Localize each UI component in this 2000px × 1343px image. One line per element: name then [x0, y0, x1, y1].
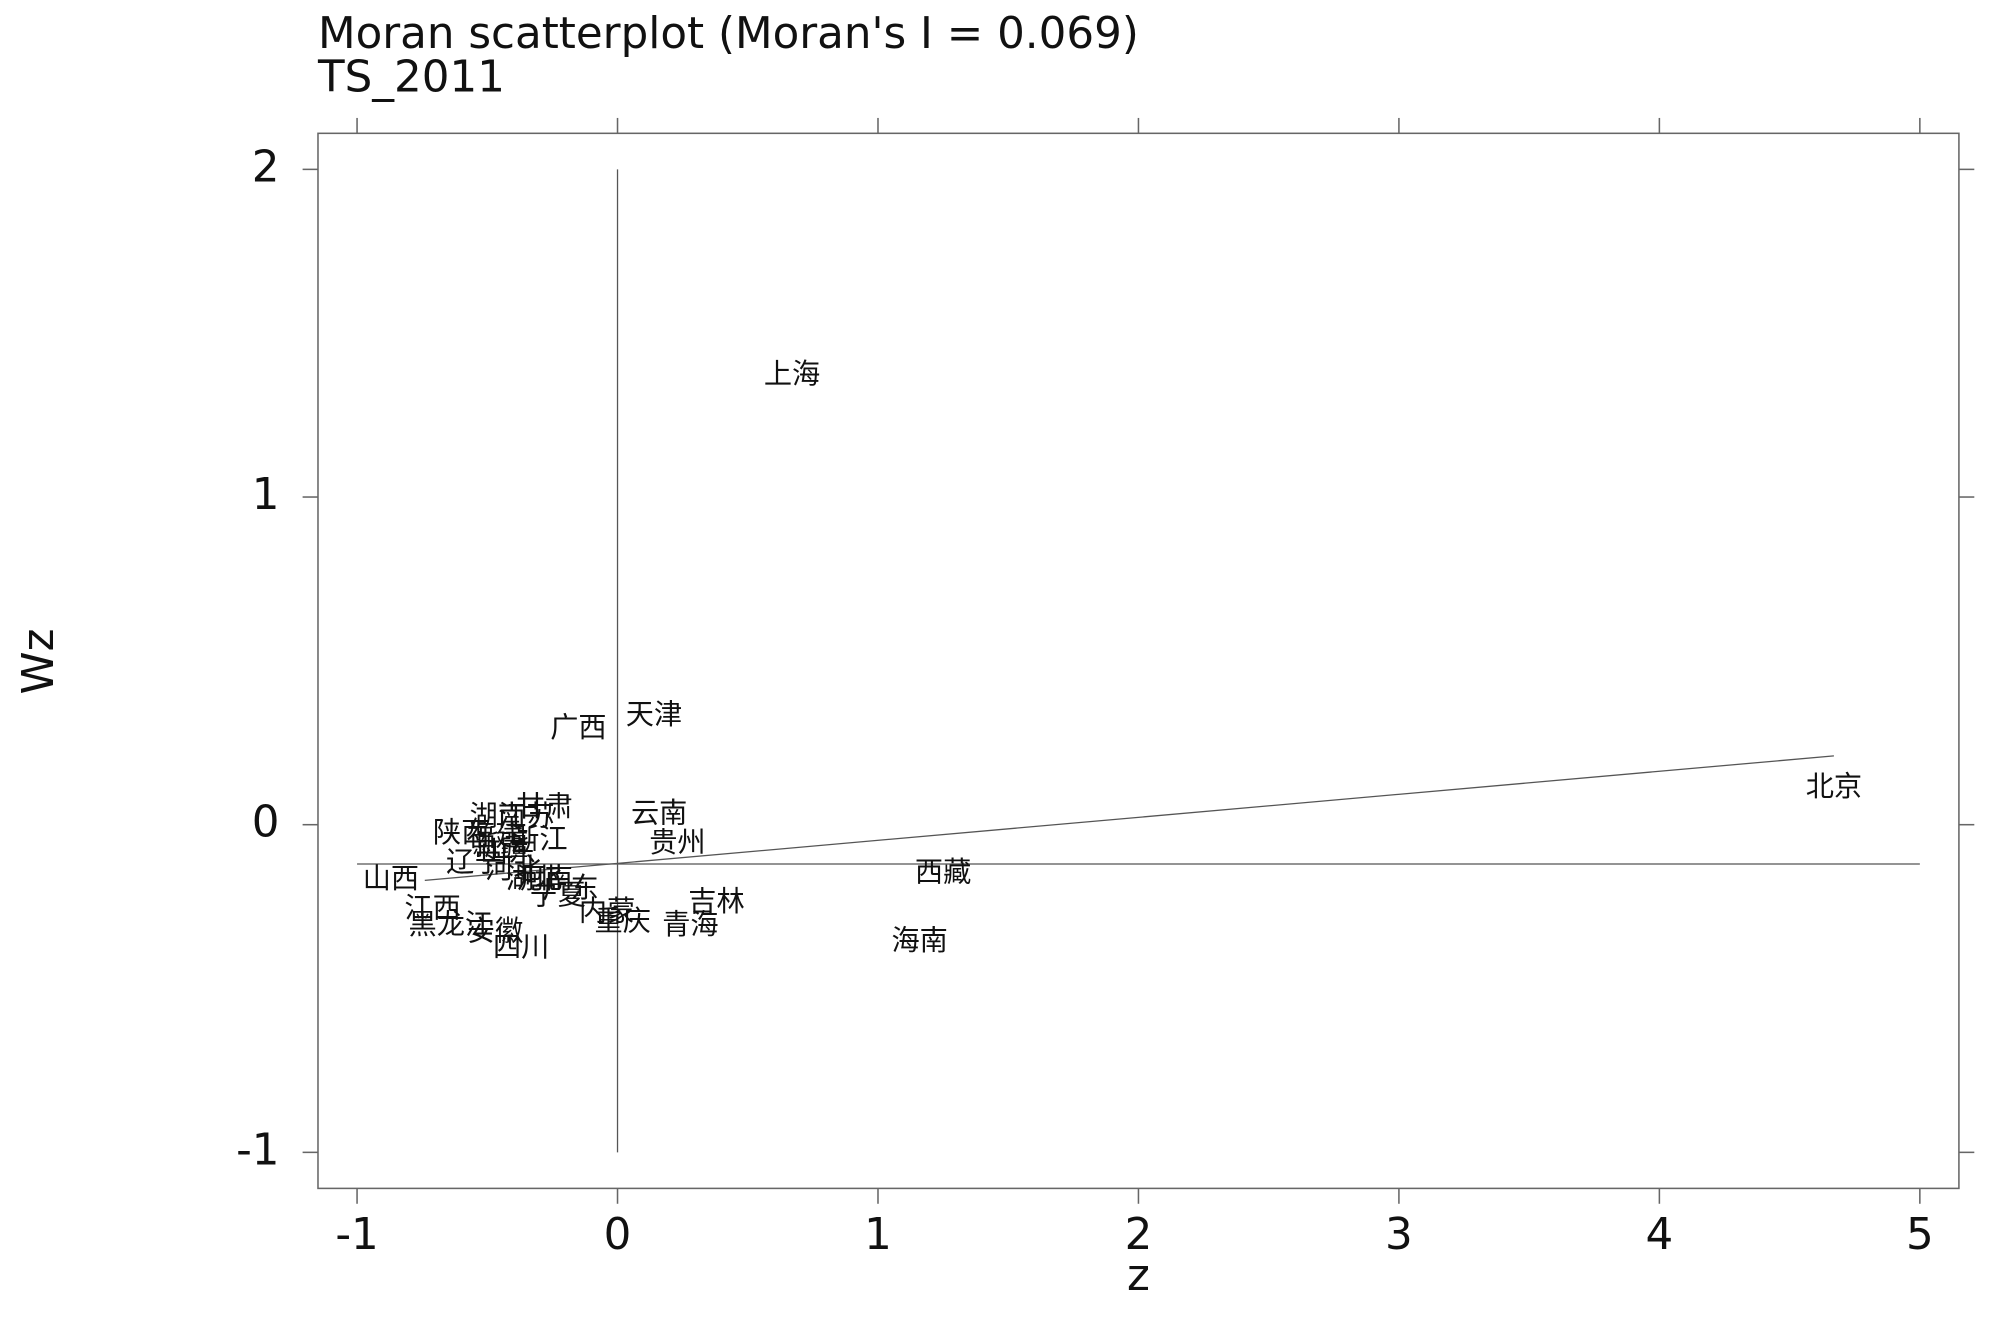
- point-label: 湖北: [506, 862, 562, 895]
- point-label: 江苏: [498, 800, 554, 833]
- x-tick-label: -1: [335, 1210, 378, 1260]
- point-label: 青海: [662, 908, 718, 941]
- point-label: 山西: [363, 862, 419, 895]
- y-tick-label: 0: [252, 798, 280, 848]
- point-label: 山东: [480, 836, 536, 869]
- plot-frame: [317, 132, 1960, 1190]
- point-label: 内蒙: [579, 895, 635, 928]
- point-label: 安徽: [467, 914, 523, 947]
- y-tick-label: -1: [236, 1125, 279, 1175]
- x-tick-label: 0: [604, 1210, 632, 1260]
- y-tick-label: 1: [252, 470, 280, 520]
- x-axis-title: z: [1127, 1251, 1150, 1301]
- point-label: 甘肃: [516, 790, 572, 823]
- point-label: 天津: [626, 698, 682, 731]
- x-tick-label: 5: [1906, 1210, 1934, 1260]
- point-label: 广西: [550, 711, 606, 744]
- chart-title: Moran scatterplot (Moran's I = 0.069): [318, 9, 1139, 59]
- chart-subtitle: TS_2011: [317, 52, 505, 102]
- point-label: 黑龙江: [409, 908, 494, 941]
- point-label: 北京: [1806, 770, 1862, 803]
- point-label: 湖南: [470, 800, 526, 833]
- y-axis-title: Wz: [14, 629, 64, 695]
- fit-line: [424, 755, 1834, 882]
- point-label: 西藏: [915, 855, 971, 888]
- point-label: 江西: [404, 891, 460, 924]
- x-tick-label: 2: [1125, 1210, 1153, 1260]
- point-label: 河南: [516, 862, 572, 895]
- point-label: 福建: [467, 819, 523, 852]
- point-label: 陕西: [433, 816, 489, 849]
- point-label: 上海: [764, 357, 820, 390]
- point-label: 吉林: [688, 885, 744, 918]
- x-tick-label: 1: [864, 1210, 892, 1260]
- point-label: 河北: [485, 852, 541, 885]
- x-tick-label: 3: [1385, 1210, 1413, 1260]
- point-label: 辽宁: [446, 846, 502, 879]
- point-label: 重庆: [595, 904, 651, 937]
- point-label: 海南: [891, 924, 947, 957]
- point-label: 四川: [493, 931, 549, 964]
- point-label: 宁夏: [529, 878, 585, 911]
- x-tick-label: 4: [1646, 1210, 1674, 1260]
- point-label: 云南: [631, 796, 687, 829]
- point-label: 广东: [542, 872, 598, 905]
- point-label: 浙江: [511, 823, 567, 856]
- y-tick-label: 2: [252, 142, 280, 192]
- point-label: 贵州: [649, 826, 705, 859]
- point-label: 新疆: [472, 829, 528, 862]
